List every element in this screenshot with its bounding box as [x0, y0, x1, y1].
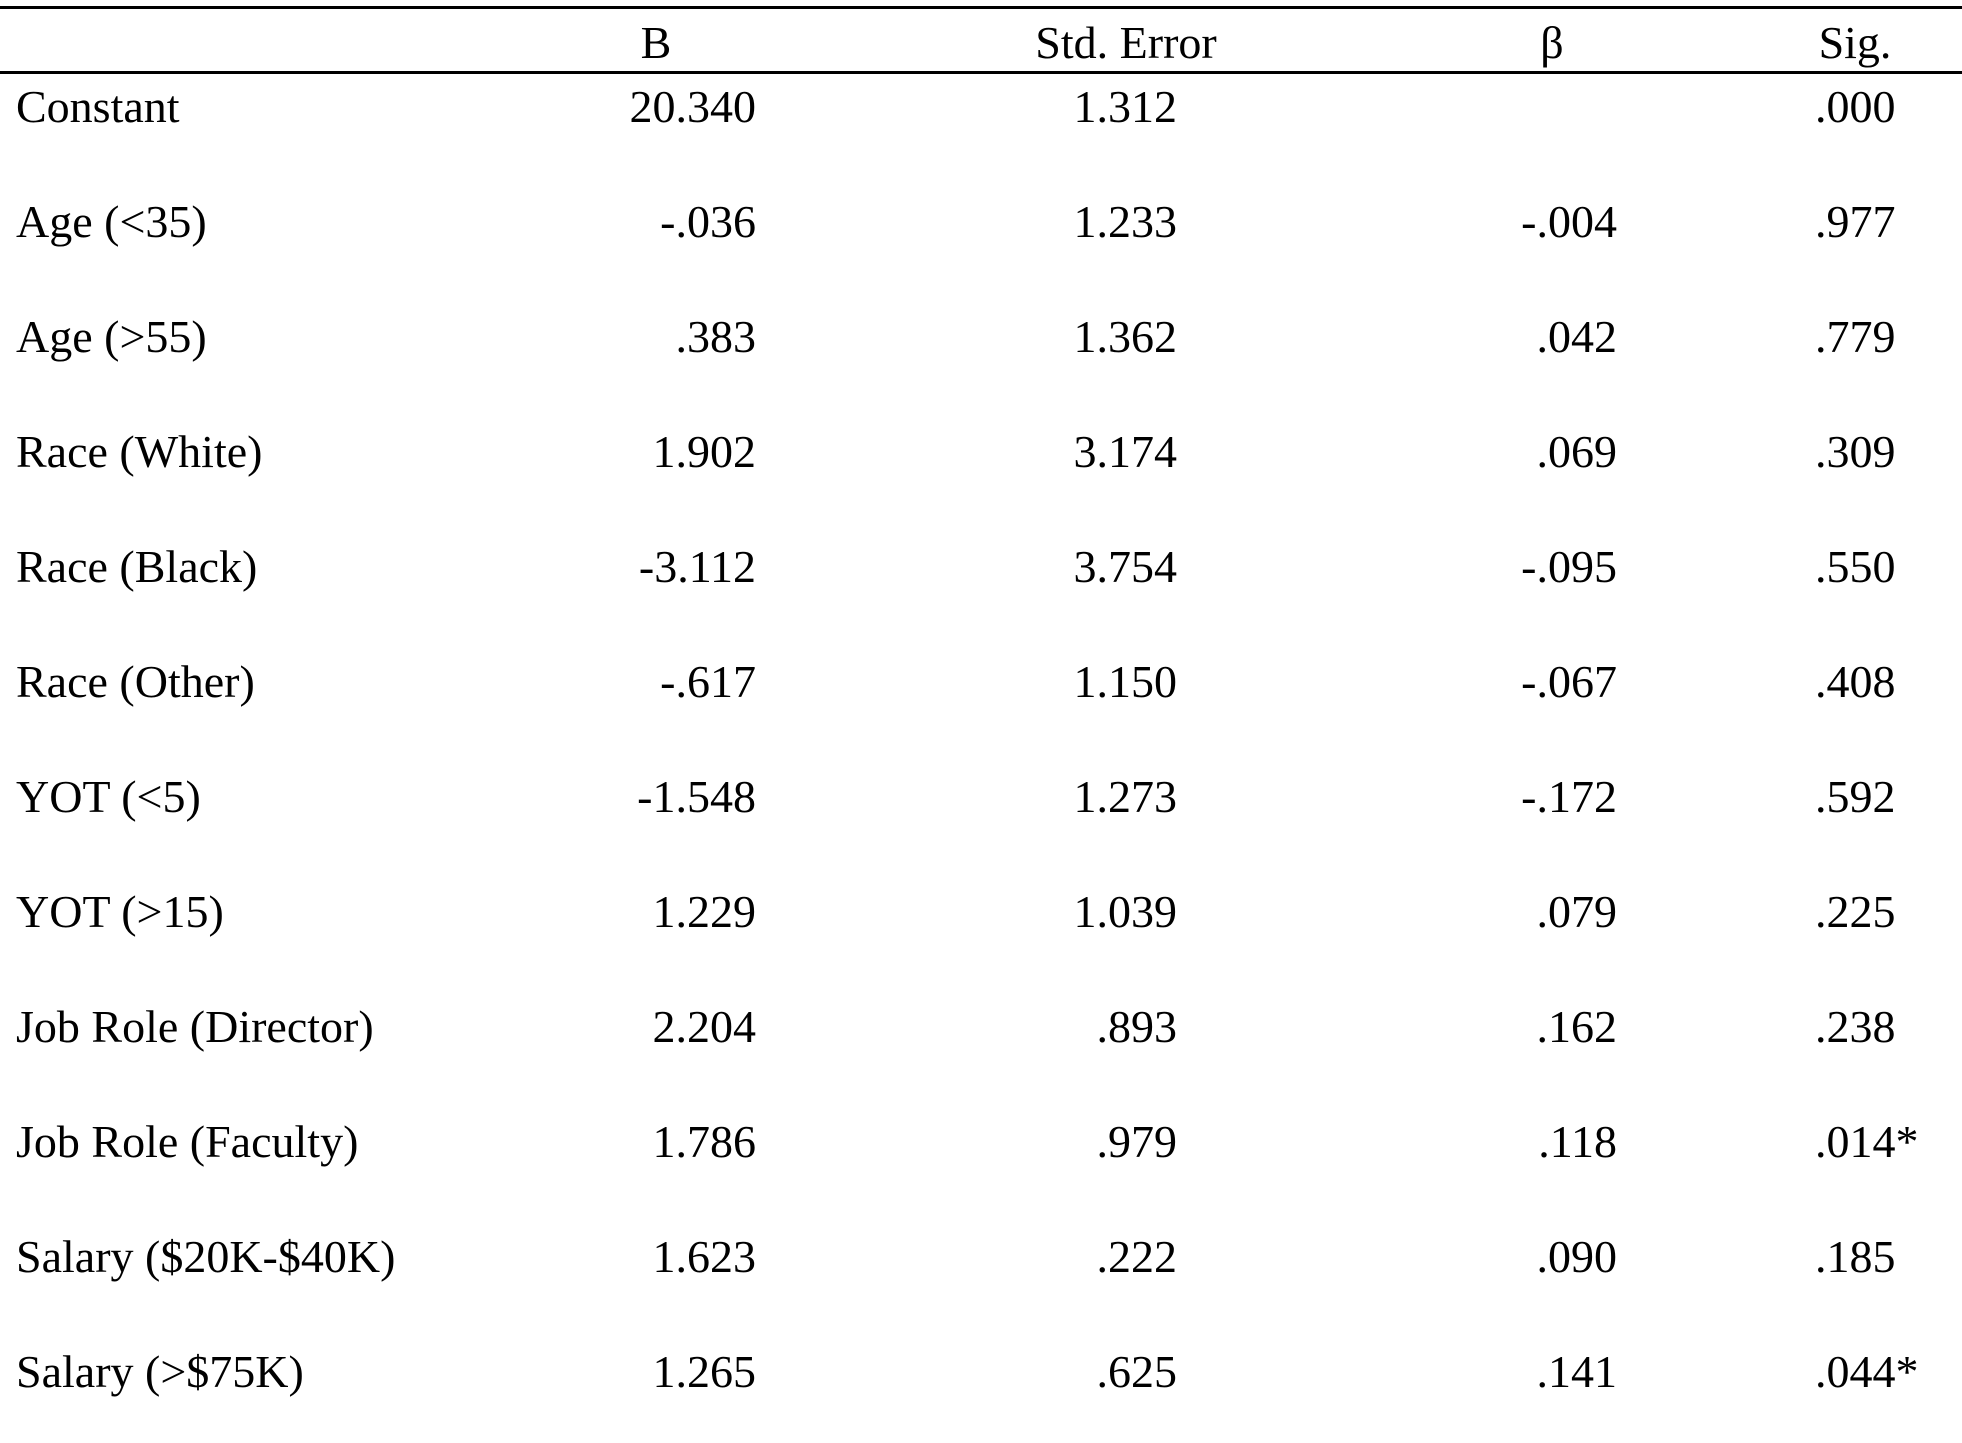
cell-b: 20.340	[629, 81, 757, 132]
cell-std-error: .222	[1096, 1231, 1178, 1282]
cell-std-error: 1.039	[1073, 886, 1178, 937]
cell-beta: .118	[1538, 1116, 1617, 1167]
cell-sig: .550	[1815, 541, 1896, 592]
cell-std-error: 3.174	[1073, 426, 1178, 477]
header-sig: Sig.	[1818, 17, 1892, 68]
cell-b: 1.902	[652, 426, 757, 477]
cell-beta: .090	[1536, 1231, 1618, 1282]
cell-beta: .042	[1536, 311, 1618, 362]
cell-beta: -.067	[1521, 656, 1617, 707]
cell-std-error: 1.233	[1073, 196, 1178, 247]
cell-b: -3.112	[638, 541, 756, 592]
row-label: Race (Black)	[16, 541, 258, 592]
cell-sig: .000	[1815, 81, 1896, 132]
cell-sig: .238	[1815, 1001, 1896, 1052]
cell-std-error: 1.362	[1073, 311, 1178, 362]
cell-std-error: 1.273	[1073, 771, 1178, 822]
cell-beta: -.172	[1521, 771, 1617, 822]
cell-sig: .408	[1815, 656, 1896, 707]
cell-beta: -.004	[1521, 196, 1617, 247]
cell-std-error: .979	[1096, 1116, 1178, 1167]
row-label: Job Role (Faculty)	[16, 1116, 359, 1167]
cell-b: 2.204	[652, 1001, 757, 1052]
cell-b: -1.548	[637, 771, 756, 822]
cell-beta: .141	[1536, 1346, 1618, 1397]
cell-b: 1.229	[652, 886, 757, 937]
cell-std-error: .625	[1096, 1346, 1178, 1397]
cell-b: 1.786	[652, 1116, 757, 1167]
cell-sig: .779	[1815, 311, 1896, 362]
header-std-error: Std. Error	[1035, 17, 1217, 68]
cell-std-error: 1.312	[1073, 81, 1178, 132]
cell-sig: .185	[1815, 1231, 1896, 1282]
cell-std-error: 3.754	[1073, 541, 1178, 592]
header-b: B	[640, 17, 672, 68]
cell-b: 1.623	[652, 1231, 757, 1282]
row-label: Salary (>$75K)	[16, 1346, 304, 1397]
cell-beta: .162	[1536, 1001, 1618, 1052]
cell-beta: .069	[1536, 426, 1618, 477]
cell-b: 1.265	[652, 1346, 757, 1397]
cell-sig: .592	[1815, 771, 1896, 822]
cell-sig: .014*	[1815, 1116, 1919, 1167]
cell-sig: .309	[1815, 426, 1896, 477]
cell-sig: .977	[1815, 196, 1896, 247]
row-label: YOT (<5)	[16, 771, 201, 822]
cell-std-error: 1.150	[1073, 656, 1178, 707]
row-label: Race (Other)	[16, 656, 255, 707]
row-label: Age (>55)	[16, 311, 207, 362]
row-label: YOT (>15)	[16, 886, 224, 937]
top-rule	[0, 6, 1962, 9]
cell-beta: -.095	[1521, 541, 1617, 592]
header-beta: β	[1540, 17, 1564, 68]
cell-sig: .225	[1815, 886, 1896, 937]
cell-beta: .079	[1536, 886, 1618, 937]
row-label: Race (White)	[16, 426, 263, 477]
header-rule	[0, 71, 1962, 74]
row-label: Constant	[16, 81, 180, 132]
cell-b: -.036	[660, 196, 756, 247]
row-label: Age (<35)	[16, 196, 207, 247]
row-label: Job Role (Director)	[16, 1001, 374, 1052]
cell-std-error: .893	[1096, 1001, 1178, 1052]
cell-b: -.617	[660, 656, 756, 707]
cell-sig: .044*	[1815, 1346, 1919, 1397]
cell-b: .383	[675, 311, 757, 362]
row-label: Salary ($20K-$40K)	[16, 1231, 396, 1282]
